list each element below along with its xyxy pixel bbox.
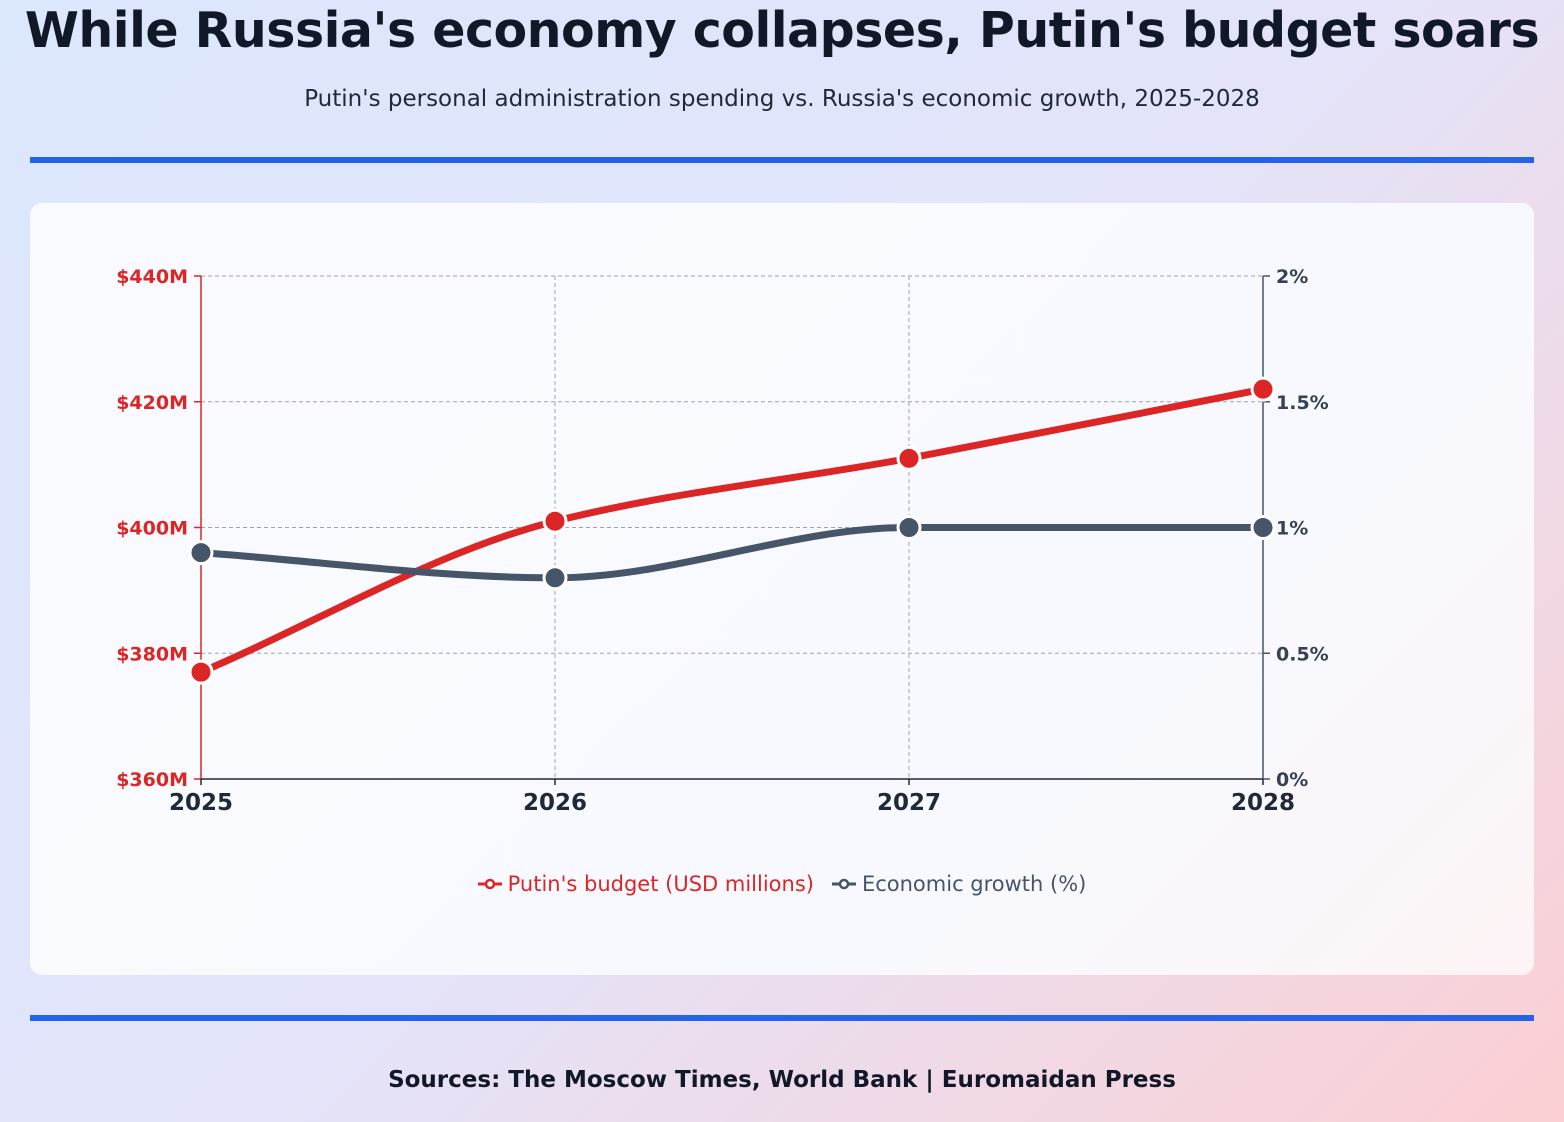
left-axis-tick-label: $380M (116, 643, 188, 665)
right-axis-tick-label: 1.5% (1276, 392, 1329, 414)
legend-item-budget[interactable]: Putin's budget (USD millions) (477, 872, 814, 896)
data-point-budget (188, 659, 214, 685)
legend-marker-icon (831, 878, 856, 890)
data-point-budget (896, 445, 922, 471)
sources-footer: Sources: The Moscow Times, World Bank | … (388, 1067, 1176, 1093)
data-point-budget (1250, 376, 1276, 402)
data-point-budget (542, 508, 568, 534)
data-point-growth (1250, 515, 1276, 540)
right-axis-tick-label: 1% (1276, 518, 1308, 540)
chart-subtitle: Putin's personal administration spending… (304, 86, 1260, 112)
series-line-budget (197, 385, 1267, 676)
data-point-growth (542, 565, 568, 591)
data-point-growth (188, 540, 214, 566)
left-axis-tick-label: $420M (116, 392, 188, 414)
chart-title: While Russia's economy collapses, Putin'… (24, 2, 1540, 59)
legend-label: Economic growth (%) (861, 872, 1087, 896)
top-divider (30, 157, 1534, 163)
series-line-growth (197, 523, 1267, 582)
x-axis-tick-label: 2027 (877, 790, 941, 816)
chart-card (30, 203, 1534, 975)
bottom-divider (30, 1015, 1534, 1021)
right-axis-tick-label: 2% (1276, 266, 1308, 288)
legend-item-growth[interactable]: Economic growth (%) (831, 872, 1087, 896)
right-axis-tick-label: 0% (1276, 769, 1308, 791)
left-axis-tick-label: $400M (116, 518, 188, 540)
x-axis-tick-label: 2026 (523, 790, 587, 816)
x-axis-tick-label: 2025 (169, 790, 233, 816)
x-axis-tick-label: 2028 (1231, 790, 1295, 816)
left-axis-tick-label: $440M (116, 266, 188, 288)
legend-label: Putin's budget (USD millions) (507, 872, 814, 896)
left-axis-tick-label: $360M (116, 769, 188, 791)
data-point-growth (896, 515, 922, 540)
legend-marker-icon (477, 878, 502, 890)
right-axis-tick-label: 0.5% (1276, 643, 1329, 665)
legend: Putin's budget (USD millions) Economic g… (0, 872, 1564, 896)
